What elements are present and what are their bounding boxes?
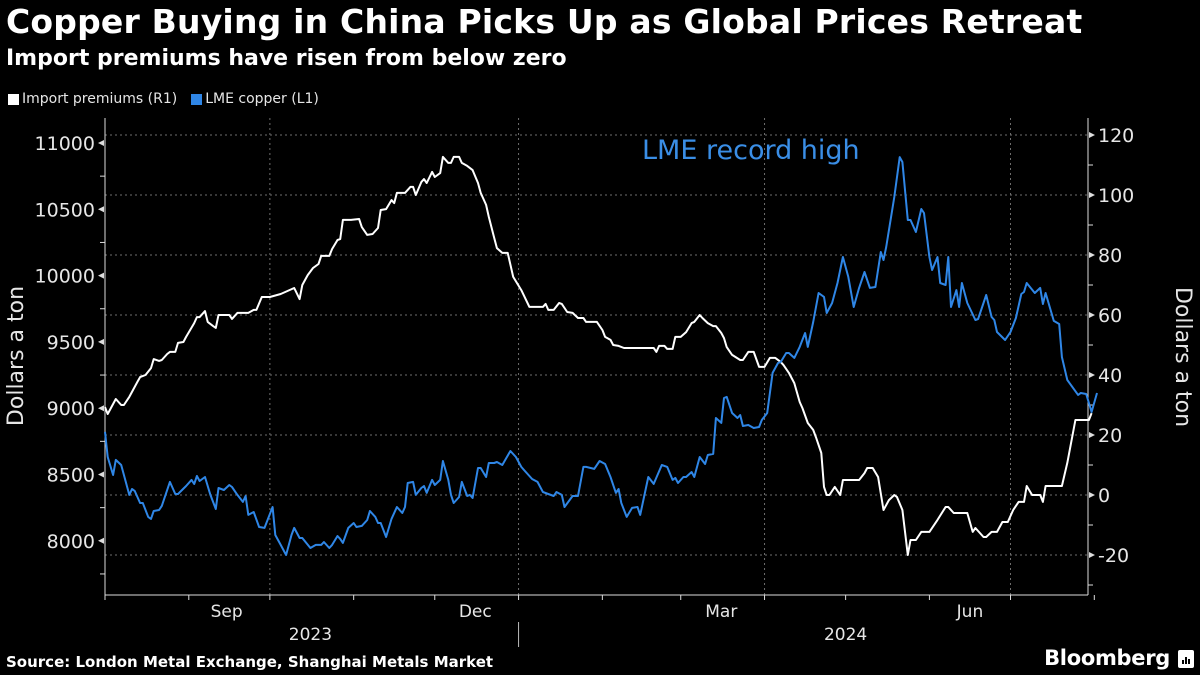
x-axis-month-label: Mar bbox=[705, 602, 737, 622]
legend-swatch-import-premiums bbox=[8, 93, 19, 105]
right-axis-tick-marker bbox=[1089, 432, 1095, 438]
right-axis-tick-marker bbox=[1089, 552, 1095, 558]
left-axis-tick-marker bbox=[98, 471, 104, 478]
left-axis-tick-label: 10500 bbox=[35, 199, 95, 221]
left-axis-tick-label: 10000 bbox=[35, 266, 95, 288]
left-axis-tick-label: 9500 bbox=[47, 332, 95, 354]
right-axis-tick-label: 20 bbox=[1098, 425, 1122, 447]
chart-subtitle: Import premiums have risen from below ze… bbox=[6, 46, 567, 71]
x-axis-month-label: Jun bbox=[956, 602, 984, 622]
right-axis-tick-marker bbox=[1089, 132, 1095, 138]
annotation-lme-record-high: LME record high bbox=[642, 135, 860, 166]
left-axis-tick-marker bbox=[98, 272, 104, 279]
right-axis-tick-label: 0 bbox=[1098, 485, 1110, 507]
right-axis-tick-label: 80 bbox=[1098, 245, 1122, 267]
legend-label-import-premiums: Import premiums (R1) bbox=[22, 91, 178, 107]
left-axis-tick-marker bbox=[98, 140, 104, 146]
right-axis: -20 0 20 40 60 80 100 120 bbox=[1087, 118, 1134, 595]
left-axis-tick-label: 9000 bbox=[47, 398, 95, 420]
left-axis-tick-label: 8000 bbox=[47, 531, 95, 553]
series-line-import-premiums bbox=[104, 155, 1093, 556]
right-axis-tick-label: -20 bbox=[1098, 545, 1129, 567]
left-axis: 8000 8500 9000 9500 10000 10500 11000 bbox=[35, 118, 106, 595]
right-axis-tick-marker bbox=[1089, 192, 1095, 198]
series-lines bbox=[104, 155, 1098, 556]
right-axis-tick-marker bbox=[1089, 492, 1095, 498]
right-axis-title: Dollars a ton bbox=[1170, 287, 1195, 427]
left-axis-tick-label: 8500 bbox=[47, 465, 95, 487]
right-axis-tick-label: 100 bbox=[1098, 185, 1134, 207]
chart-title: Copper Buying in China Picks Up as Globa… bbox=[6, 2, 1083, 41]
x-axis-year-label: 2024 bbox=[824, 625, 867, 645]
legend: Import premiums (R1) LME copper (L1) bbox=[8, 91, 319, 107]
legend-item-lme-copper: LME copper (L1) bbox=[191, 91, 319, 107]
series-line-lme-copper bbox=[104, 156, 1098, 556]
grid-lines bbox=[105, 118, 1088, 595]
right-axis-tick-marker bbox=[1089, 312, 1095, 318]
legend-item-import-premiums: Import premiums (R1) bbox=[8, 91, 177, 107]
right-axis-tick-marker bbox=[1089, 252, 1095, 258]
right-axis-tick-label: 120 bbox=[1098, 125, 1134, 147]
x-axis: Sep Dec Mar Jun 2023 2024 bbox=[104, 594, 1095, 647]
left-axis-tick-marker bbox=[98, 206, 104, 213]
x-axis-month-label: Sep bbox=[211, 602, 243, 622]
left-axis-tick-marker bbox=[98, 338, 104, 345]
bloomberg-logo: Bloomberg bbox=[1044, 646, 1170, 670]
left-axis-tick-marker bbox=[98, 405, 104, 412]
x-axis-year-label: 2023 bbox=[289, 625, 332, 645]
legend-label-lme-copper: LME copper (L1) bbox=[205, 91, 319, 107]
right-axis-tick-marker bbox=[1089, 372, 1095, 378]
source-note: Source: London Metal Exchange, Shanghai … bbox=[6, 653, 494, 671]
left-axis-title: Dollars a ton bbox=[4, 286, 29, 426]
left-axis-tick-label: 11000 bbox=[35, 133, 95, 155]
right-axis-tick-label: 60 bbox=[1098, 305, 1122, 327]
right-axis-tick-label: 40 bbox=[1098, 365, 1122, 387]
left-axis-tick-marker bbox=[98, 537, 104, 544]
bloomberg-chart-icon bbox=[1178, 650, 1194, 668]
x-axis-month-label: Dec bbox=[459, 602, 492, 622]
legend-swatch-lme-copper bbox=[191, 93, 203, 105]
